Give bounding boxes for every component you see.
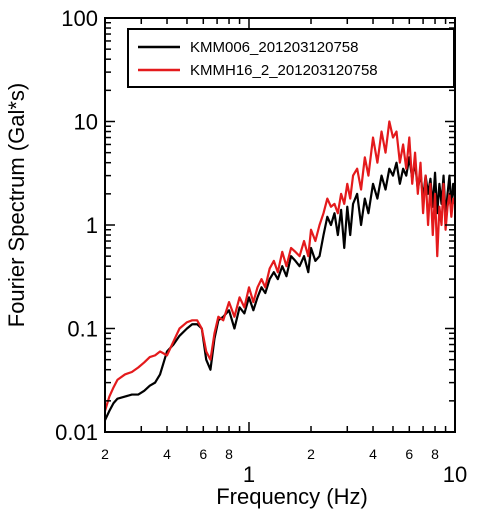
axes-layer: 1 10 2 4 6 8 2 4 6 8 0.01 0.1 1 10 100 [55,6,467,487]
legend: KMM006_201203120758 KMMH16_2_201203120758 [127,28,455,88]
x-tick-label-minor: 2 [101,446,109,462]
legend-label: KMM006_201203120758 [190,39,358,56]
x-tick-label: 1 [243,462,255,487]
x-tick-label-minor: 8 [431,446,439,462]
x-tick-label: 10 [443,462,467,487]
y-tick-label: 0.1 [67,317,98,342]
series-layer [105,120,455,422]
legend-box [127,28,455,88]
y-tick-label: 10 [74,110,98,135]
x-tick-label-minor: 2 [307,446,315,462]
x-tick-label-minor: 8 [225,446,233,462]
x-tick-label-minor: 4 [163,446,171,462]
y-tick-label: 0.01 [55,420,98,445]
x-axis-title: Frequency (Hz) [216,484,368,509]
y-tick-label: 100 [61,6,98,31]
y-axis-title: Fourier Spectrum (Gal*s) [4,83,29,328]
series-group [105,120,455,422]
x-tick-label-minor: 4 [369,446,377,462]
y-tick-label: 1 [86,213,98,238]
series-line-kmmh16 [105,120,455,412]
x-tick-label-minor: 6 [199,446,207,462]
x-tick-label-minor: 6 [405,446,413,462]
legend-label: KMMH16_2_201203120758 [190,62,378,79]
